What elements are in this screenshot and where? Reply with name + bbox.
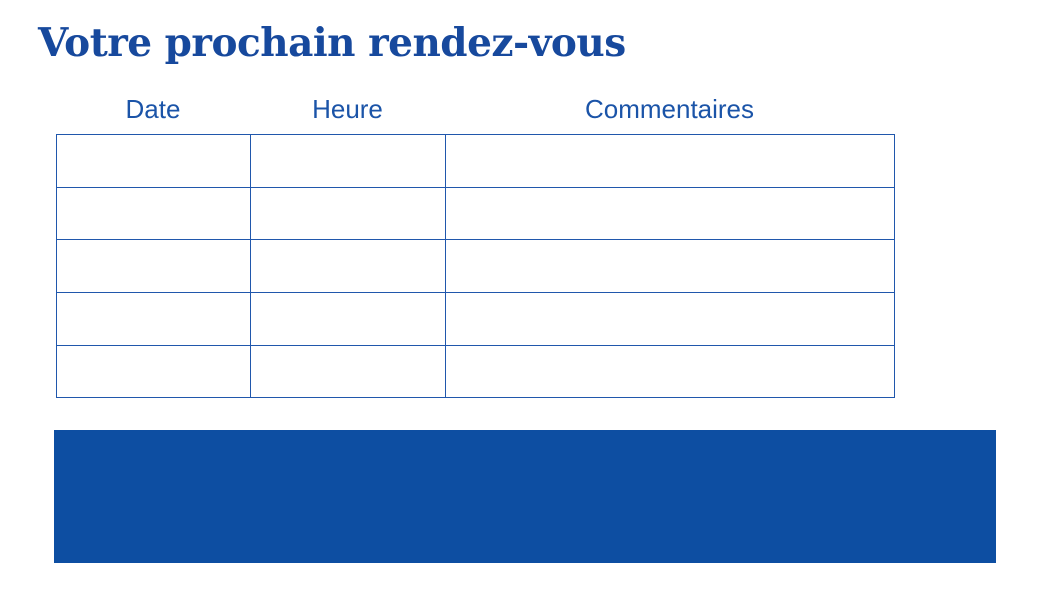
footer-color-block (54, 430, 996, 563)
table-cell (445, 186, 895, 241)
table-row (56, 344, 895, 399)
table-cell (445, 134, 895, 188)
table-cell (250, 292, 446, 346)
table-row (56, 239, 895, 294)
table-cell (250, 134, 446, 188)
table-cell (445, 292, 895, 346)
table-cell (56, 239, 251, 294)
table-cell (56, 344, 251, 399)
table-cell (445, 239, 895, 294)
table-row (56, 186, 895, 241)
table-header-row: Date Heure Commentaires (56, 92, 894, 126)
table-row (56, 134, 895, 188)
page-title: Votre prochain rendez-vous (38, 20, 626, 66)
table-cell (445, 344, 895, 399)
table-cell (56, 292, 251, 346)
appointments-table (56, 134, 895, 399)
column-header-commentaires: Commentaires (584, 94, 755, 124)
table-cell (56, 186, 251, 241)
column-header-heure: Heure (312, 94, 383, 124)
column-header-date: Date (125, 94, 181, 124)
table-cell (250, 344, 446, 399)
table-cell (250, 186, 446, 241)
appointments-table-body (56, 134, 895, 399)
table-cell (250, 239, 446, 294)
table-cell (56, 134, 251, 188)
table-row (56, 292, 895, 346)
